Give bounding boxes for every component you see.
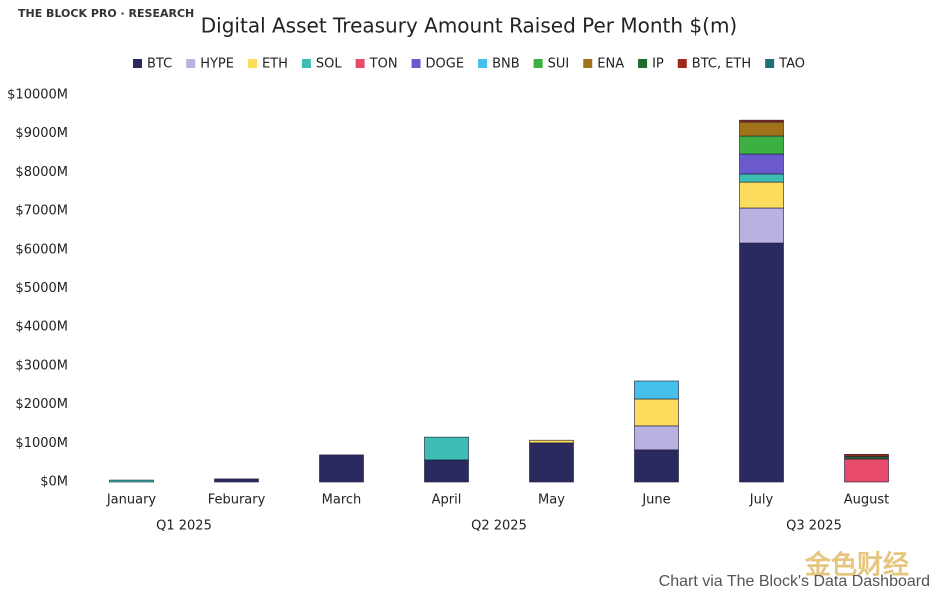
bar-segment	[739, 181, 784, 209]
y-tick-label: $10000M	[7, 88, 68, 103]
legend-swatch	[533, 59, 543, 68]
y-tick-label: $8000M	[15, 165, 68, 180]
legend-swatch	[478, 59, 488, 68]
bar-segment	[739, 135, 784, 155]
y-tick-label: $6000M	[15, 242, 68, 257]
bar-segment	[529, 442, 574, 483]
chart-title: Digital Asset Treasury Amount Raised Per…	[201, 14, 737, 38]
bar-segment	[739, 173, 784, 183]
group-label: Q2 2025	[471, 519, 527, 534]
legend-swatch	[638, 59, 648, 68]
legend-label: IP	[652, 57, 664, 72]
legend-label: ETH	[262, 57, 288, 72]
legend-swatch	[301, 59, 311, 68]
bar-segment	[634, 449, 679, 483]
legend-swatch	[677, 59, 687, 68]
x-tick-label: May	[538, 493, 565, 508]
legend-swatch	[411, 59, 421, 68]
y-tick-label: $2000M	[15, 397, 68, 412]
legend-label: BTC	[147, 57, 172, 72]
legend-swatch	[355, 59, 365, 68]
bar-segment	[739, 153, 784, 175]
legend-label: ENA	[597, 57, 624, 72]
legend-label: BNB	[492, 57, 520, 72]
y-tick-label: $0M	[40, 475, 68, 490]
bar-segment	[844, 456, 889, 460]
legend-swatch	[186, 59, 196, 68]
legend-label: TAO	[778, 57, 805, 72]
bar-segment	[109, 479, 154, 483]
legend-swatch	[583, 59, 593, 68]
legend-label: SOL	[316, 57, 342, 72]
legend-label: BTC, ETH	[692, 57, 751, 72]
bar-segment	[634, 425, 679, 451]
bar-segment	[844, 458, 889, 483]
bar-segment	[739, 207, 784, 244]
x-tick-label: August	[844, 493, 890, 508]
x-tick-label: Feburary	[208, 493, 266, 508]
legend-swatch	[247, 59, 257, 68]
y-tick-label: $3000M	[15, 358, 68, 373]
legend-label: SUI	[548, 57, 570, 72]
bar-segment	[214, 478, 259, 483]
bar-segment	[424, 436, 469, 461]
bar-segment	[529, 439, 574, 444]
y-tick-label: $7000M	[15, 204, 68, 219]
x-tick-label: March	[322, 493, 362, 508]
bar-segment	[424, 459, 469, 483]
brand: THE BLOCK PRO · RESEARCH	[18, 7, 194, 20]
y-tick-label: $5000M	[15, 281, 68, 296]
legend-label: TON	[369, 57, 398, 72]
legend-swatch	[765, 59, 775, 68]
credit: Chart via The Block's Data Dashboard	[659, 573, 930, 590]
group-label: Q3 2025	[786, 519, 842, 534]
x-tick-label: June	[641, 493, 670, 508]
x-tick-label: January	[106, 493, 157, 508]
bar-segment	[739, 119, 784, 123]
watermark: 金色财经	[804, 550, 909, 581]
y-tick-label: $9000M	[15, 126, 68, 141]
y-tick-label: $1000M	[15, 436, 68, 451]
y-tick-label: $4000M	[15, 320, 68, 335]
bar-segment	[319, 454, 364, 483]
group-label: Q1 2025	[156, 519, 212, 534]
bar-segment	[739, 242, 784, 483]
x-tick-label: April	[432, 493, 462, 508]
bar-segment	[739, 121, 784, 137]
bar-segment	[634, 380, 679, 400]
legend-swatch	[133, 59, 142, 68]
legend-label: HYPE	[200, 57, 234, 72]
bar-segment	[844, 454, 889, 457]
bar-segment	[634, 398, 679, 427]
x-tick-label: July	[749, 493, 774, 508]
legend-label: DOGE	[426, 57, 465, 72]
